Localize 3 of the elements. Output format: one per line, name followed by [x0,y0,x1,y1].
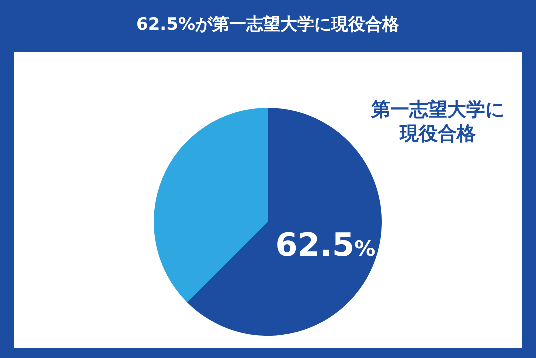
data-label: 62.5% [276,226,376,264]
slice-label: 第一志望大学に現役合格 [370,98,506,146]
chart-title: 62.5%が第一志望大学に現役合格 [136,14,400,37]
